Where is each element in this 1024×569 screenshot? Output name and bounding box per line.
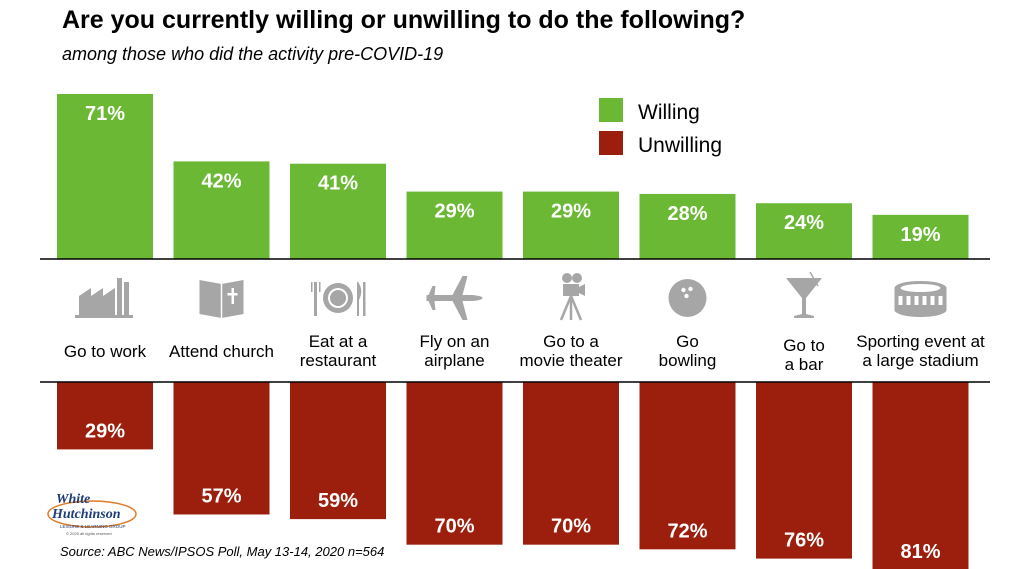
willing-bars: 71% 42% 41% 29% 29% 28% 24% 19%: [57, 94, 969, 259]
bar-unwilling: [173, 382, 270, 515]
category-label: Eat at a: [309, 332, 368, 351]
unwilling-bars: 29% 57% 59% 70% 70% 72% 76% 81%: [57, 382, 969, 569]
bar-willing: [756, 203, 852, 259]
legend: Willing Unwilling: [599, 98, 722, 157]
bar-label-willing: 71%: [85, 103, 125, 125]
legend-label-unwilling: Unwilling: [638, 134, 722, 157]
activity-icons: [75, 271, 947, 321]
bar-label-willing: 41%: [318, 173, 358, 195]
legend-label-willing: Willing: [638, 101, 700, 124]
category-label: Fly on an: [420, 332, 490, 351]
bar-willing: [173, 161, 270, 259]
bar-label-unwilling: 57%: [201, 485, 241, 507]
category-label: Go to: [783, 336, 825, 355]
category-label: Go to a: [543, 332, 599, 351]
bowling-ball-icon: [668, 279, 707, 317]
category-label: Attend church: [169, 342, 274, 361]
category-label: movie theater: [520, 351, 623, 370]
movie-camera-icon: [559, 273, 585, 321]
logo-line3: LEISURE & LEARNING GROUP: [60, 524, 126, 529]
bar-label-unwilling: 81%: [900, 541, 940, 563]
category-label: Sporting event at: [856, 332, 985, 351]
legend-swatch-unwilling: [599, 131, 623, 155]
cocktail-glass-icon: [786, 271, 822, 318]
bar-unwilling: [872, 382, 969, 569]
category-label: bowling: [659, 351, 717, 370]
stadium-icon: [894, 281, 947, 317]
chart-title: Are you currently willing or unwilling t…: [62, 6, 746, 34]
category-labels: Go to work Attend church Eat at arestauran…: [64, 332, 985, 374]
bar-willing: [523, 191, 619, 259]
place-setting-icon: [311, 282, 366, 316]
bar-label-willing: 24%: [784, 212, 824, 234]
chart-subtitle: among those who did the activity pre-COV…: [62, 44, 444, 64]
bar-unwilling: [756, 382, 852, 559]
legend-swatch-willing: [599, 98, 623, 122]
bible-icon: [199, 280, 244, 318]
logo-line2: Hutchinson: [51, 507, 121, 522]
bar-label-unwilling: 72%: [667, 520, 707, 542]
bar-willing: [290, 163, 386, 259]
source-note: Source: ABC News/IPSOS Poll, May 13-14, …: [60, 544, 385, 559]
bar-label-unwilling: 70%: [551, 516, 591, 538]
logo-line4: © 2020 all rights reserved: [66, 531, 112, 536]
category-label: Go: [676, 332, 699, 351]
bar-label-unwilling: 59%: [318, 490, 358, 512]
bar-unwilling: [523, 382, 619, 545]
bar-label-willing: 29%: [434, 201, 474, 223]
bar-label-unwilling: 70%: [434, 516, 474, 538]
factory-icon: [75, 278, 133, 318]
bar-unwilling: [639, 382, 736, 550]
category-label: restaurant: [300, 351, 377, 370]
logo-line1: White: [56, 492, 90, 507]
bar-willing: [872, 214, 969, 259]
bar-willing: [639, 193, 736, 259]
bar-unwilling: [406, 382, 503, 545]
bar-label-willing: 29%: [551, 201, 591, 223]
bar-unwilling: [290, 382, 386, 520]
airplane-icon: [426, 276, 483, 320]
category-label: a large stadium: [862, 351, 978, 370]
category-label: a bar: [785, 355, 824, 374]
bar-label-unwilling: 76%: [784, 530, 824, 552]
bar-label-willing: 42%: [201, 170, 241, 192]
bar-willing: [406, 191, 503, 259]
white-hutchinson-logo: White Hutchinson LEISURE & LEARNING GROU…: [47, 492, 137, 536]
bar-label-willing: 28%: [667, 203, 707, 225]
category-label: airplane: [424, 351, 485, 370]
bar-label-unwilling: 29%: [85, 420, 125, 442]
bar-label-willing: 19%: [900, 224, 940, 246]
bar-willing: [57, 94, 153, 259]
category-label: Go to work: [64, 342, 147, 361]
bar-unwilling: [57, 382, 153, 450]
